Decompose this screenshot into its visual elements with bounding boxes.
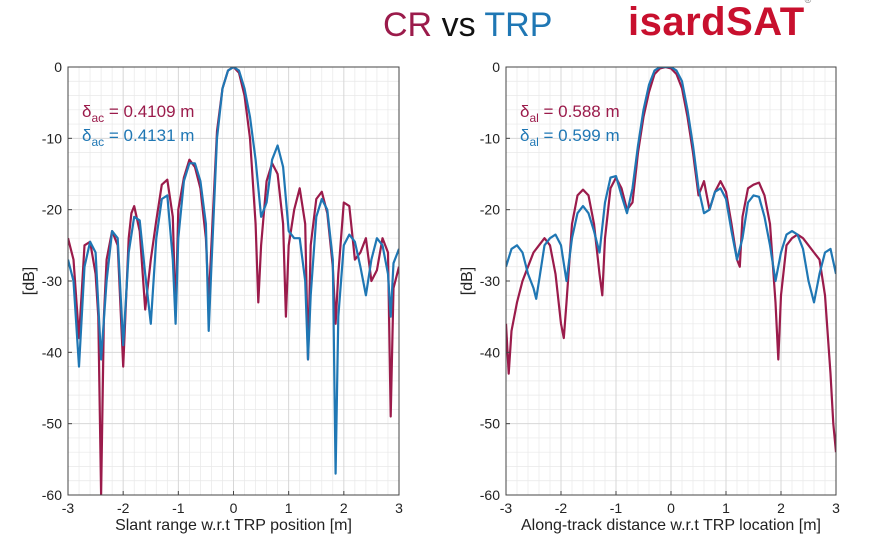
x-tick-label: 0 bbox=[230, 500, 238, 516]
y-axis-label: [dB] bbox=[459, 267, 476, 295]
x-axis-label: Slant range w.r.t TRP position [m] bbox=[115, 517, 352, 534]
delta-subscript: al bbox=[529, 111, 538, 125]
delta-symbol: δ bbox=[82, 102, 91, 121]
resolution-annotation-cr: δac = 0.4109 m bbox=[82, 102, 194, 125]
x-tick-label: -3 bbox=[500, 500, 513, 516]
delta-subscript: ac bbox=[91, 135, 104, 149]
series-line-trp bbox=[506, 67, 836, 304]
y-tick-label: -50 bbox=[42, 416, 62, 432]
x-tick-label: 1 bbox=[285, 500, 293, 516]
resolution-annotation-trp: δac = 0.4131 m bbox=[82, 126, 194, 149]
resolution-value: = 0.4131 m bbox=[104, 126, 194, 145]
title-trp: TRP bbox=[484, 6, 553, 44]
registered-mark: ® bbox=[805, 0, 812, 5]
delta-symbol: δ bbox=[520, 126, 529, 145]
y-tick-label: -50 bbox=[480, 416, 500, 432]
x-tick-label: 1 bbox=[722, 500, 730, 516]
figure-title: CR vs TRP bbox=[383, 6, 552, 45]
x-axis-label: Along-track distance w.r.t TRP location … bbox=[521, 517, 821, 534]
x-tick-label: -1 bbox=[610, 500, 623, 516]
isardsat-logo: isardSAT® bbox=[628, 0, 812, 45]
x-tick-label: -3 bbox=[62, 500, 75, 516]
x-tick-label: 3 bbox=[832, 500, 840, 516]
y-tick-label: -30 bbox=[42, 273, 62, 289]
resolution-value: = 0.588 m bbox=[539, 102, 620, 121]
y-tick-label: 0 bbox=[54, 59, 62, 75]
y-axis-label: [dB] bbox=[21, 267, 38, 295]
y-tick-label: 0 bbox=[492, 59, 500, 75]
x-tick-label: -2 bbox=[117, 500, 130, 516]
resolution-value: = 0.599 m bbox=[539, 126, 620, 145]
delta-symbol: δ bbox=[82, 126, 91, 145]
delta-subscript: ac bbox=[91, 111, 104, 125]
x-tick-label: -2 bbox=[555, 500, 568, 516]
y-tick-label: -40 bbox=[42, 344, 62, 360]
resolution-annotation-cr: δal = 0.588 m bbox=[520, 102, 620, 125]
y-tick-label: -60 bbox=[480, 487, 500, 503]
logo-text: isardSAT bbox=[628, 0, 805, 44]
delta-symbol: δ bbox=[520, 102, 529, 121]
y-tick-label: -30 bbox=[480, 273, 500, 289]
y-tick-label: -60 bbox=[42, 487, 62, 503]
x-tick-label: 2 bbox=[340, 500, 348, 516]
x-tick-label: -1 bbox=[172, 500, 185, 516]
along-track-chart: -3 -2 -1 0 1 2 30-10-20-30-40-50-60Along-track… bbox=[459, 59, 840, 534]
y-tick-label: -10 bbox=[480, 130, 500, 146]
series-line-trp bbox=[68, 67, 399, 475]
resolution-value: = 0.4109 m bbox=[104, 102, 194, 121]
y-tick-label: -40 bbox=[480, 344, 500, 360]
x-tick-label: 0 bbox=[667, 500, 675, 516]
y-tick-label: -20 bbox=[42, 202, 62, 218]
title-vs: vs bbox=[441, 6, 476, 44]
y-tick-label: -20 bbox=[480, 202, 500, 218]
y-tick-label: -10 bbox=[42, 130, 62, 146]
title-cr: CR bbox=[383, 6, 433, 44]
delta-subscript: al bbox=[529, 135, 538, 149]
x-tick-label: 3 bbox=[395, 500, 403, 516]
x-tick-label: 2 bbox=[777, 500, 785, 516]
resolution-annotation-trp: δal = 0.599 m bbox=[520, 126, 620, 149]
series-line-cr bbox=[506, 67, 836, 453]
